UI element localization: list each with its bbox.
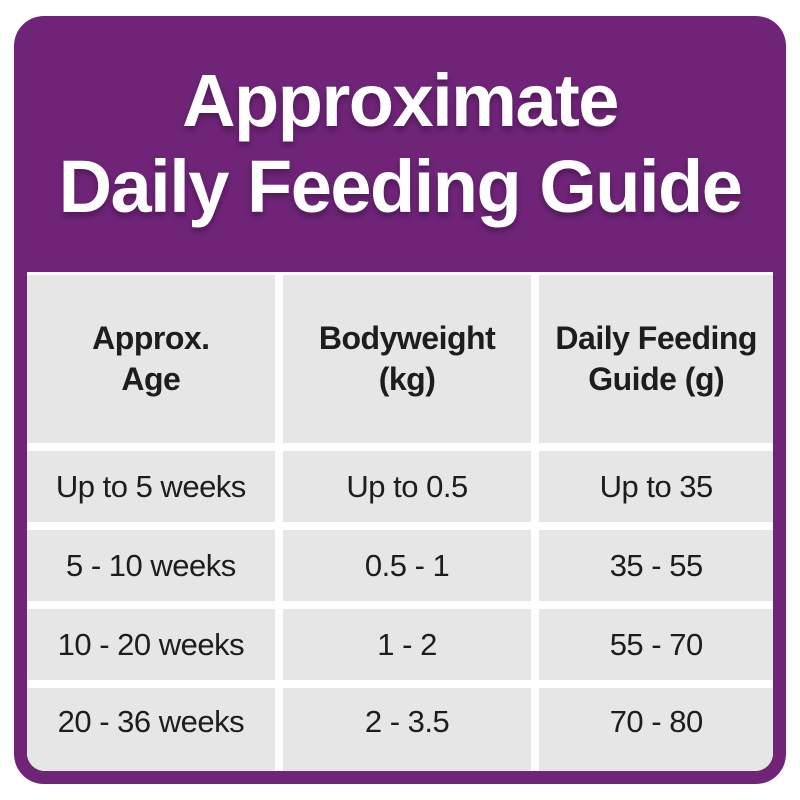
table-cell-bodyweight-row3: 1 - 2 bbox=[282, 609, 532, 681]
column-header-line: Approx. bbox=[92, 320, 210, 356]
table-cell-guide-row4: 70 - 80 bbox=[539, 688, 773, 771]
column-header-line: Bodyweight bbox=[318, 320, 496, 356]
table-cell-age-row4: 20 - 36 weeks bbox=[27, 688, 275, 771]
table-cell-bodyweight-row4: 2 - 3.5 bbox=[282, 688, 532, 771]
column-header-line: Age bbox=[121, 361, 181, 397]
table-cell-age-row1: Up to 5 weeks bbox=[27, 451, 275, 523]
table-cell-bodyweight-row1: Up to 0.5 bbox=[282, 451, 532, 523]
column-header-line: Daily Feeding bbox=[555, 320, 757, 356]
column-header-bodyweight: Bodyweight (kg) bbox=[282, 275, 532, 443]
feeding-guide-table: Approx. Age Bodyweight (kg) Daily Feedin… bbox=[27, 275, 773, 771]
feeding-guide-card: Approximate Daily Feeding Guide Approx. … bbox=[14, 16, 786, 784]
feeding-guide-table-container: Approx. Age Bodyweight (kg) Daily Feedin… bbox=[27, 272, 773, 771]
table-cell-guide-row1: Up to 35 bbox=[539, 451, 773, 523]
card-header: Approximate Daily Feeding Guide bbox=[14, 16, 786, 272]
column-header-daily-feeding-guide: Daily Feeding Guide (g) bbox=[539, 275, 773, 443]
table-cell-bodyweight-row2: 0.5 - 1 bbox=[282, 530, 532, 602]
page-title-line1: Approximate bbox=[182, 59, 619, 142]
column-header-line: Guide (g) bbox=[588, 361, 725, 397]
table-cell-guide-row3: 55 - 70 bbox=[539, 609, 773, 681]
table-cell-guide-row2: 35 - 55 bbox=[539, 530, 773, 602]
table-cell-age-row3: 10 - 20 weeks bbox=[27, 609, 275, 681]
table-cell-age-row2: 5 - 10 weeks bbox=[27, 530, 275, 602]
column-header-line: (kg) bbox=[378, 361, 436, 397]
page-title-line2: Daily Feeding Guide bbox=[58, 145, 743, 228]
column-header-approx-age: Approx. Age bbox=[27, 275, 275, 443]
